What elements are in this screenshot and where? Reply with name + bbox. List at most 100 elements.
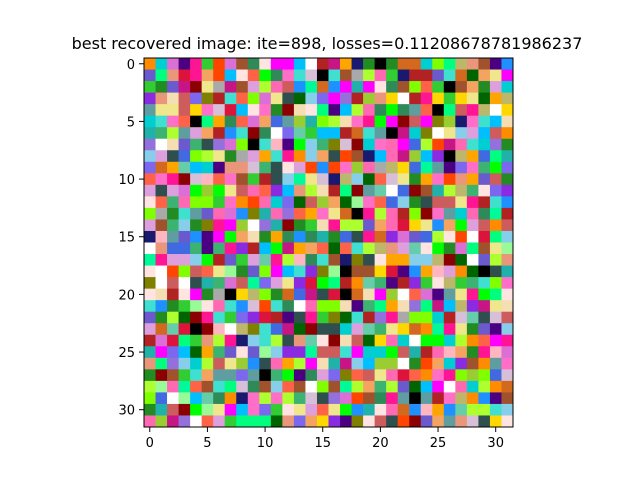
pixel-cell	[144, 392, 156, 405]
pixel-cell	[466, 92, 479, 105]
pixel-cell	[155, 104, 168, 117]
pixel-cell	[455, 392, 468, 405]
pixel-cell	[374, 380, 387, 393]
pixel-cell	[178, 242, 191, 255]
pixel-cell	[351, 346, 364, 359]
pixel-cell	[282, 173, 295, 186]
pixel-cell	[224, 219, 237, 232]
pixel-cell	[270, 380, 283, 393]
pixel-cell	[316, 254, 329, 266]
pixel-cell	[351, 58, 364, 70]
pixel-cell	[201, 288, 214, 301]
pixel-cell	[167, 161, 179, 174]
pixel-cell	[190, 230, 203, 243]
pixel-cell	[293, 104, 306, 117]
pixel-cell	[167, 230, 179, 243]
pixel-cell	[489, 69, 502, 82]
pixel-cell	[201, 219, 214, 232]
pixel-cell	[409, 380, 422, 393]
pixel-cell	[466, 242, 479, 255]
pixel-cell	[397, 196, 410, 209]
x-tick-label: 0	[146, 436, 154, 451]
pixel-cell	[305, 265, 318, 278]
pixel-cell	[501, 173, 514, 186]
pixel-cell	[190, 288, 203, 301]
pixel-cell	[409, 207, 422, 220]
pixel-cell	[351, 230, 364, 243]
pixel-cell	[443, 415, 456, 428]
pixel-cell	[478, 92, 491, 105]
pixel-cell	[432, 380, 445, 393]
pixel-cell	[305, 184, 318, 197]
pixel-cell	[466, 403, 479, 416]
pixel-cell	[340, 138, 352, 151]
pixel-cell	[432, 346, 445, 359]
pixel-cell	[144, 81, 156, 93]
pixel-cell	[259, 219, 272, 232]
pixel-cell	[455, 254, 468, 266]
pixel-cell	[155, 288, 168, 301]
pixel-cell	[201, 230, 214, 243]
pixel-cell	[397, 254, 410, 266]
pixel-cell	[501, 334, 514, 347]
pixel-cell	[466, 323, 479, 336]
pixel-cell	[270, 127, 283, 140]
pixel-cell	[489, 254, 502, 266]
pixel-cell	[328, 265, 341, 278]
pixel-cell	[144, 92, 156, 105]
pixel-cell	[466, 161, 479, 174]
pixel-cell	[489, 127, 502, 140]
pixel-cell	[340, 81, 352, 93]
pixel-cell	[282, 230, 295, 243]
pixel-cell	[270, 242, 283, 255]
pixel-cell	[386, 173, 399, 186]
pixel-cell	[363, 334, 376, 347]
pixel-cell	[386, 138, 399, 151]
pixel-cell	[432, 300, 445, 313]
pixel-cell	[409, 265, 422, 278]
pixel-cell	[155, 173, 168, 186]
pixel-cell	[236, 150, 249, 163]
pixel-cell	[420, 184, 433, 197]
pixel-cell	[144, 380, 156, 393]
pixel-cell	[305, 230, 318, 243]
pixel-cell	[293, 92, 306, 105]
pixel-cell	[201, 58, 214, 70]
pixel-cell	[213, 104, 226, 117]
pixel-cell	[144, 138, 156, 151]
pixel-cell	[224, 184, 237, 197]
pixel-cell	[397, 150, 410, 163]
pixel-cell	[282, 392, 295, 405]
pixel-cell	[178, 300, 191, 313]
pixel-cell	[420, 104, 433, 117]
pixel-cell	[316, 334, 329, 347]
pixel-cell	[201, 161, 214, 174]
pixel-cell	[351, 104, 364, 117]
pixel-cell	[293, 196, 306, 209]
pixel-cell	[201, 357, 214, 370]
pixel-cell	[363, 392, 376, 405]
pixel-cell	[328, 380, 341, 393]
pixel-cell	[455, 334, 468, 347]
pixel-cell	[305, 161, 318, 174]
pixel-cell	[351, 173, 364, 186]
pixel-cell	[420, 403, 433, 416]
pixel-cell	[340, 92, 352, 105]
pixel-cell	[420, 323, 433, 336]
pixel-cell	[501, 346, 514, 359]
pixel-cell	[167, 392, 179, 405]
pixel-cell	[351, 138, 364, 151]
pixel-cell	[236, 392, 249, 405]
pixel-cell	[420, 392, 433, 405]
pixel-cell	[178, 265, 191, 278]
pixel-cell	[201, 254, 214, 266]
pixel-cell	[259, 184, 272, 197]
pixel-cell	[478, 104, 491, 117]
pixel-cell	[489, 219, 502, 232]
pixel-cell	[316, 115, 329, 128]
pixel-cell	[190, 69, 203, 82]
pixel-cell	[328, 161, 341, 174]
pixel-cell	[409, 81, 422, 93]
pixel-cell	[305, 242, 318, 255]
pixel-cell	[247, 196, 260, 209]
